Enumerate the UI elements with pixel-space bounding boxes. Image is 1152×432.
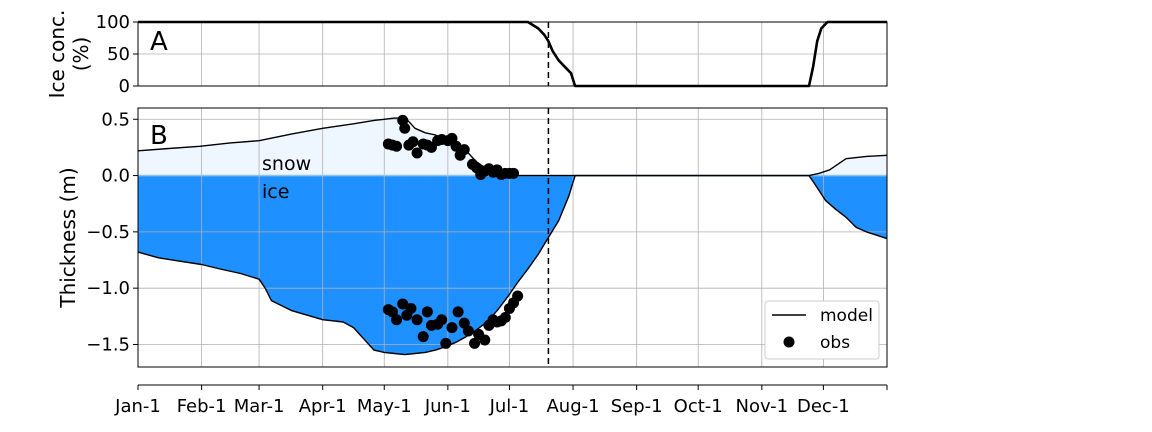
ice-obs-point: [462, 325, 474, 337]
ice-obs-point: [469, 337, 481, 349]
panel-b-ytick-label-2: −0.5: [86, 222, 130, 243]
x-tick-label-0: Jan-1: [114, 396, 161, 417]
ice-obs-point: [397, 298, 409, 310]
panel-a-ice-concentration: 0 50 100 A Ice conc. (%): [45, 10, 888, 99]
ice-obs-point: [417, 331, 429, 343]
panel-b-y-axis: −1.5 −1.0 −0.5 0.0 0.5: [86, 109, 138, 355]
panel-a-ytick-label-2: 100: [96, 12, 130, 33]
ice-annotation: ice: [262, 181, 289, 203]
legend-obs-label: obs: [820, 333, 850, 353]
ice-obs-point: [405, 302, 417, 314]
panel-b-ytick-label-0: −1.5: [86, 334, 130, 355]
x-tick-label-2: Mar-1: [234, 396, 285, 417]
ice-obs-point: [421, 306, 433, 318]
panel-b-frame: [137, 107, 888, 368]
snow-obs-point: [508, 167, 520, 179]
snow-obs-point: [411, 147, 423, 159]
x-tick-label-11: Dec-1: [797, 396, 850, 417]
ice-obs-point: [499, 311, 511, 323]
x-tick-label-5: Jun-1: [424, 396, 471, 417]
snow-obs-point: [399, 122, 411, 134]
x-tick-label-8: Sep-1: [611, 396, 663, 417]
x-tick-label-4: May-1: [357, 396, 412, 417]
panel-a-ytick-label-0: 0: [119, 76, 130, 97]
panel-b-letter: B: [150, 121, 168, 151]
ice-obs-point: [512, 290, 524, 302]
snow-area: [138, 118, 887, 176]
panel-a-ylabel-line1: Ice conc.: [45, 10, 69, 99]
ice-obs-point: [479, 334, 491, 346]
snow-obs-point: [407, 136, 419, 148]
panel-b-ytick-label-4: 0.5: [101, 109, 130, 130]
ice-obs-point: [391, 314, 403, 326]
panel-a-letter: A: [150, 27, 168, 57]
ice-obs-point: [440, 337, 452, 349]
panel-b-thickness: −1.5−1.0−0.50.00.5 B Thickness (m) snow …: [56, 107, 888, 368]
snow-obs-points: [382, 114, 520, 180]
x-tick-label-3: Apr-1: [299, 396, 347, 417]
snow-obs-point: [391, 140, 403, 152]
ice-obs-point: [436, 314, 448, 326]
panel-a-grid: [137, 21, 887, 87]
legend: model obs: [764, 300, 880, 360]
ice-obs-point: [452, 306, 464, 318]
ice-obs-point: [411, 314, 423, 326]
panel-b-ytick-label-1: −1.0: [86, 278, 130, 299]
panel-a-y-axis: 0 50 100: [96, 12, 138, 97]
panel-b-ylabel: Thickness (m): [56, 167, 80, 308]
snow-annotation: snow: [262, 153, 311, 175]
panel-a-ylabel-line2: (%): [69, 37, 93, 72]
month-x-axis: Jan-1 Feb-1 Mar-1 Apr-1 May-1 Jun-1 Jul-1 Aug-1…: [114, 384, 888, 417]
x-tick-label-9: Oct-1: [674, 396, 723, 417]
x-tick-label-1: Feb-1: [177, 396, 227, 417]
panel-a-ytick-label-1: 50: [107, 44, 130, 65]
x-tick-label-7: Aug-1: [546, 396, 599, 417]
ice-obs-point: [446, 322, 458, 334]
legend-model-label: model: [820, 306, 873, 326]
legend-obs-swatch: [783, 336, 795, 348]
ice-obs-points: [382, 290, 524, 349]
ice-area: [138, 175, 887, 355]
panel-b-ytick-label-3: 0.0: [101, 166, 130, 187]
x-tick-label-10: Nov-1: [736, 396, 789, 417]
snow-obs-point: [458, 144, 470, 156]
x-tick-label-6: Jul-1: [489, 396, 530, 417]
